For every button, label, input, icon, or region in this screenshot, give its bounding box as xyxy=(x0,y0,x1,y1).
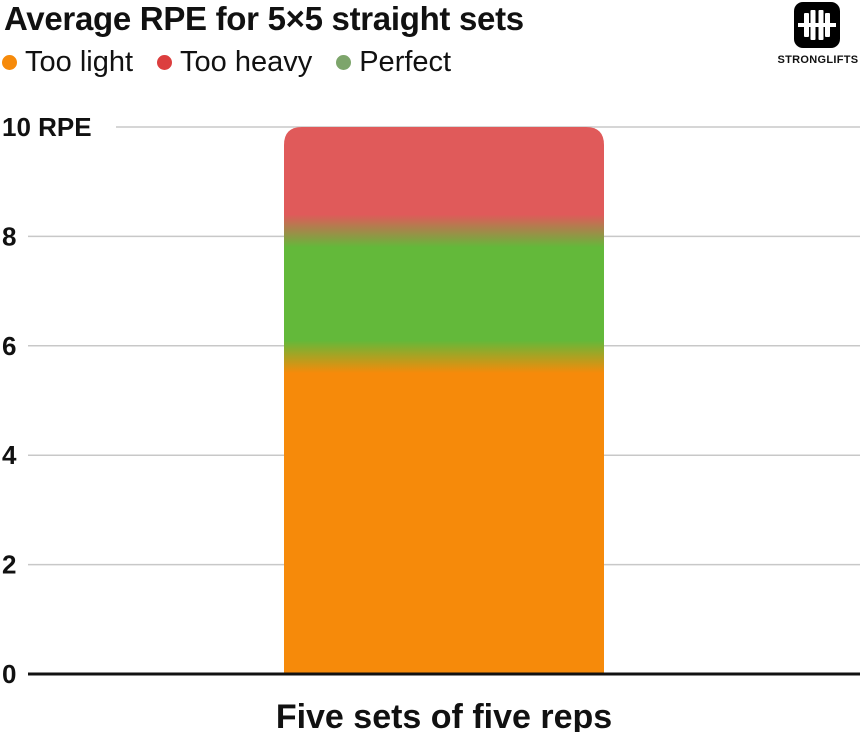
y-tick-label: 10 RPE xyxy=(2,112,92,142)
bar-five-sets-of-five-reps xyxy=(284,127,604,674)
y-tick-label: 2 xyxy=(2,550,16,580)
chart-title: Average RPE for 5×5 straight sets xyxy=(4,0,524,37)
brand-name: STRONGLIFTS xyxy=(777,54,859,66)
y-tick-label: 4 xyxy=(2,440,17,470)
legend-item-perfect: Perfect xyxy=(336,46,451,79)
legend-label-too-light: Too light xyxy=(25,46,134,78)
y-tick-label: 6 xyxy=(2,331,16,361)
legend-label-too-heavy: Too heavy xyxy=(180,46,313,78)
barbell-icon xyxy=(794,2,840,48)
brand-logo: STRONGLIFTS xyxy=(774,2,860,72)
y-tick-label: 0 xyxy=(2,659,16,689)
x-category-label: Five sets of five reps xyxy=(276,698,612,732)
legend-item-too-light: Too light xyxy=(2,46,133,79)
y-tick-label: 8 xyxy=(2,221,16,251)
legend-label-perfect: Perfect xyxy=(359,46,452,78)
legend-swatch-perfect xyxy=(336,55,352,70)
legend-swatch-too-heavy xyxy=(157,55,173,70)
legend-swatch-too-light xyxy=(2,55,17,70)
legend-item-too-heavy: Too heavy xyxy=(157,46,312,79)
legend: Too light Too heavy Perfect xyxy=(2,46,451,79)
